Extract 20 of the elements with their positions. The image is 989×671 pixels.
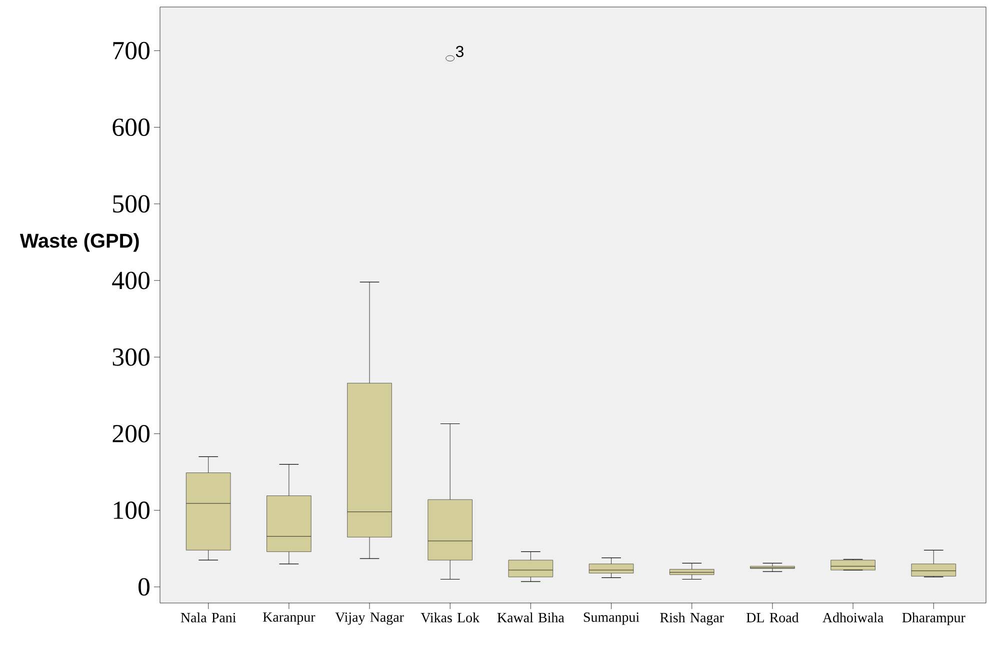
y-tick-label: 200 <box>112 424 150 442</box>
x-tick-label: Nala Pani <box>180 612 236 622</box>
x-tick-label: Vikas Lok <box>420 612 480 622</box>
x-tick-label: Karanpur <box>263 612 316 625</box>
y-tick-label: 300 <box>112 348 150 366</box>
x-tick-label: Kawal Biha <box>497 612 564 622</box>
x-tick-label: Vijay Nagar <box>335 612 404 625</box>
y-tick-label: 700 <box>113 42 150 60</box>
x-tick-label: Sumanpui <box>584 612 640 625</box>
y-tick-label: 100 <box>114 502 150 520</box>
y-tick-label: 500 <box>113 195 150 213</box>
x-tick-label: Dharampur <box>902 612 966 626</box>
x-tick-label: Adhoiwala <box>822 612 884 622</box>
annotation: 3 <box>456 46 464 58</box>
y-tick-label: 400 <box>112 272 150 290</box>
y-tick-label: 600 <box>112 118 150 136</box>
y-axis-title: Waste (GPD) <box>20 233 139 252</box>
y-tick-label: 0 <box>138 578 150 596</box>
x-tick-label: DL Road <box>746 612 799 622</box>
x-tick-label: Rish Nagar <box>660 612 724 626</box>
